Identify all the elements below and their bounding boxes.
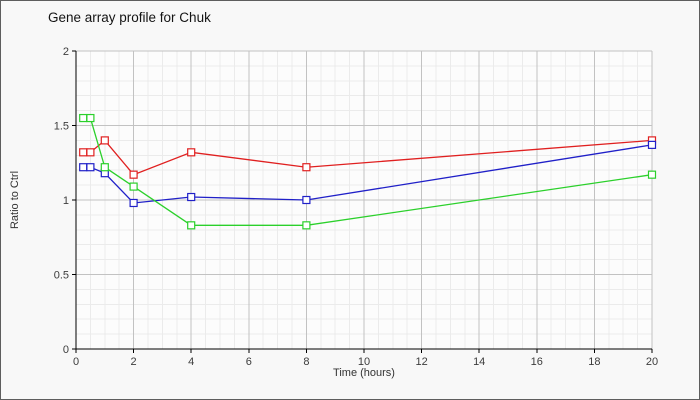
data-point-marker-blue [302, 195, 311, 205]
data-point-marker-green [86, 113, 95, 123]
y-tick-label: 0.5 [54, 270, 69, 282]
y-tick-label: 0 [63, 344, 69, 356]
y-tick-label: 1 [63, 195, 69, 207]
x-tick-label: 16 [531, 356, 543, 368]
data-point-marker-blue [187, 192, 196, 202]
data-point-marker-red [79, 148, 88, 157]
x-tick-label: 14 [473, 356, 485, 368]
x-axis-label: Time (hours) [333, 367, 395, 379]
data-point-marker-green [187, 221, 196, 230]
data-point-marker-red [187, 148, 196, 157]
x-tick-label: 20 [646, 356, 658, 368]
y-tick-label: 1.5 [54, 121, 69, 133]
x-tick-label: 6 [246, 356, 252, 368]
data-point-marker-red [302, 163, 311, 172]
data-point-marker-green [129, 182, 138, 191]
data-point-marker-blue [86, 163, 95, 172]
x-tick-label: 4 [188, 356, 194, 368]
x-tick-label: 10 [358, 356, 370, 368]
data-point-marker-red [100, 136, 109, 145]
data-point-marker-green [100, 163, 109, 172]
x-tick-label: 0 [73, 356, 79, 368]
y-tick-label: 2 [63, 46, 69, 58]
data-point-marker-red [129, 170, 138, 179]
data-point-marker-red [86, 148, 95, 157]
x-tick-label: 8 [303, 356, 309, 368]
y-axis-label: Ratio to Ctrl [9, 170, 21, 230]
x-tick-label: 2 [131, 356, 137, 368]
x-tick-label: 18 [588, 356, 600, 368]
data-point-marker-blue [647, 140, 657, 149]
data-point-marker-green [302, 221, 311, 230]
x-tick-label: 12 [415, 356, 427, 368]
data-point-marker-blue [79, 163, 88, 172]
data-point-marker-green [79, 113, 88, 123]
data-point-marker-blue [129, 198, 138, 208]
data-point-marker-green [647, 170, 657, 179]
chart-title: Gene array profile for Chuk [48, 10, 211, 25]
